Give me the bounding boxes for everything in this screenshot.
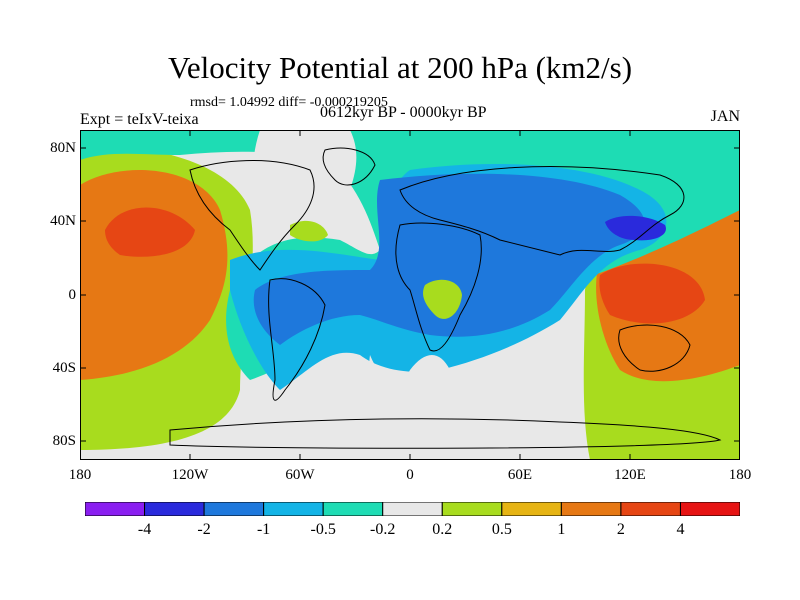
contour-pacific-west-high bbox=[105, 207, 195, 257]
contour-maritime-continent-high bbox=[599, 263, 705, 324]
contour-north-atlantic-pos bbox=[290, 220, 328, 242]
lat-label-40n: 40N bbox=[50, 213, 76, 229]
colorbar-label: 4 bbox=[676, 521, 685, 538]
colorbar-swatch bbox=[382, 502, 443, 516]
colorbar bbox=[85, 502, 740, 516]
lon-label-60e: 60E bbox=[507, 467, 533, 483]
colorbar-swatch bbox=[144, 502, 205, 516]
contour-south-atlantic-gray bbox=[369, 355, 453, 405]
outline-eurasia bbox=[399, 166, 685, 256]
colorbar-swatch bbox=[441, 502, 503, 516]
lon-label-180w: 180 bbox=[68, 467, 92, 483]
colorbar-label: -0.5 bbox=[310, 521, 336, 538]
colorbar-swatch bbox=[322, 502, 384, 516]
contour-north-gray-gap bbox=[253, 130, 357, 225]
colorbar-label: -2 bbox=[197, 521, 211, 538]
axis-ticks bbox=[80, 130, 740, 460]
colorbar-swatch bbox=[85, 502, 146, 516]
colorbar-label: 1 bbox=[557, 521, 566, 538]
plot-title: Velocity Potential at 200 hPa (km2/s) bbox=[167, 50, 633, 85]
lat-label-40s: 40S bbox=[52, 360, 76, 376]
colorbar-swatch bbox=[620, 502, 681, 516]
lat-label-80s: 80S bbox=[52, 433, 76, 449]
outline-australia bbox=[618, 324, 691, 372]
lon-label-120e: 120E bbox=[614, 467, 646, 483]
colorbar-label: 2 bbox=[616, 521, 625, 538]
outline-greenland bbox=[322, 147, 376, 186]
colorbar-swatch bbox=[679, 502, 740, 516]
outline-north-america bbox=[189, 160, 315, 271]
velocity-potential-map bbox=[80, 130, 740, 460]
colorbar-label: -0.2 bbox=[370, 521, 396, 538]
experiment-label: Expt = teIxV-teixa bbox=[80, 111, 199, 128]
colorbar-label: -4 bbox=[137, 521, 152, 538]
contour-global-blue-core bbox=[253, 173, 645, 345]
lat-label-0: 0 bbox=[68, 287, 77, 303]
outline-africa bbox=[395, 222, 482, 352]
statistics-line: rmsd= 1.04992 diff= -0.000219205 bbox=[190, 95, 388, 110]
lat-label-80n: 80N bbox=[50, 140, 76, 156]
contour-east-asia-low bbox=[605, 215, 666, 241]
outline-antarctica bbox=[169, 418, 722, 449]
colorbar-label: -1 bbox=[256, 521, 271, 538]
continent-outlines bbox=[169, 147, 722, 449]
outline-south-america bbox=[268, 278, 326, 401]
lon-label-0: 0 bbox=[406, 467, 414, 483]
colorbar-label: 0.5 bbox=[491, 521, 512, 538]
colorbar-swatch bbox=[560, 502, 622, 516]
colorbar-swatch bbox=[263, 502, 324, 516]
lon-label-120w: 120W bbox=[171, 467, 209, 483]
period-label: 0612kyr BP - 0000kyr BP bbox=[320, 104, 487, 121]
lon-label-60w: 60W bbox=[285, 467, 315, 483]
month-label: JAN bbox=[710, 108, 740, 125]
colorbar-label: 0.2 bbox=[432, 521, 453, 538]
colorbar-swatch bbox=[203, 502, 265, 516]
contour-africa-pos bbox=[423, 279, 462, 319]
colorbar-swatch bbox=[501, 502, 562, 516]
lon-label-180e: 180 bbox=[728, 467, 752, 483]
